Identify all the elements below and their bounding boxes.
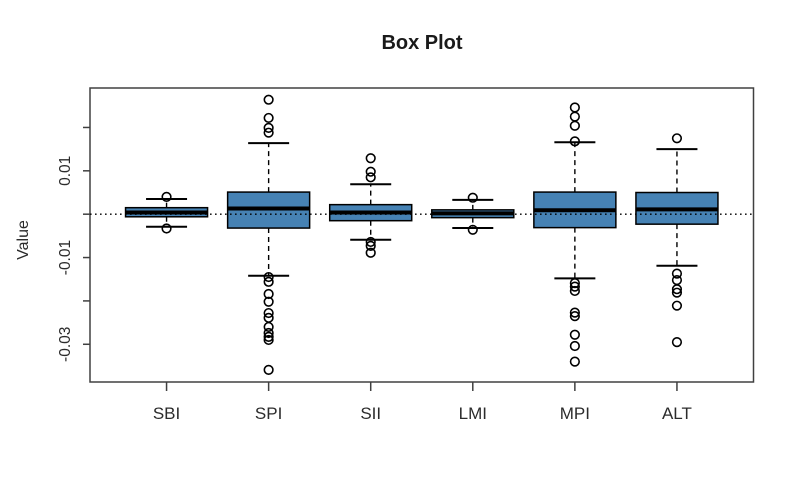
box-sii-outlier <box>365 166 376 177</box>
box-spi-outlier <box>263 307 274 319</box>
x-tick-label-lmi: LMI <box>459 404 487 423</box>
box-alt-outlier <box>671 268 683 279</box>
box-mpi-outlier <box>569 310 580 322</box>
box-spi-outlier <box>263 334 274 346</box>
box-sii-outlier <box>365 247 376 258</box>
box-mpi-outlier <box>569 285 580 297</box>
x-tick-label-spi: SPI <box>255 404 282 423</box>
box-spi-outlier <box>263 112 274 124</box>
box-spi-outlier <box>263 331 274 343</box>
x-tick-label-mpi: MPI <box>560 404 590 423</box>
box-spi-outlier <box>263 296 274 307</box>
box-alt-outlier <box>671 284 683 295</box>
box-alt-outlier <box>671 274 683 286</box>
box-sbi-outlier <box>161 191 172 202</box>
box-mpi-outlier <box>569 102 580 113</box>
plot-border <box>89 87 755 383</box>
box-mpi-outlier <box>569 281 580 292</box>
box-spi-outlier <box>263 122 274 133</box>
box-spi-outlier <box>263 94 274 105</box>
box-mpi-outlier <box>569 340 580 352</box>
box-mpi-outlier <box>569 111 580 122</box>
box-spi-outlier <box>263 271 274 283</box>
y-tick-label: -0.03 <box>57 327 74 362</box>
x-tick-label-sbi: SBI <box>153 404 180 423</box>
box-mpi-outlier <box>569 120 580 131</box>
box-spi-outlier <box>263 276 274 287</box>
chart-title: Box Plot <box>381 32 463 54</box>
box-spi-outlier <box>263 321 274 333</box>
box-alt-outlier <box>671 133 683 144</box>
y-tick-label: 0.01 <box>57 156 74 186</box>
box-mpi-outlier <box>569 136 580 147</box>
x-tick-label-alt: ALT <box>662 404 692 423</box>
x-tick-label-sii: SII <box>360 404 381 423</box>
box-spi-outlier <box>263 364 274 375</box>
box-sii-outlier <box>365 153 376 164</box>
box-alt-outlier <box>671 300 683 311</box>
box-alt-outlier <box>671 287 683 298</box>
box-alt-outlier <box>671 337 683 348</box>
box-mpi-outlier <box>569 307 580 318</box>
box-lmi-outlier <box>467 224 478 235</box>
box-sbi-outlier <box>161 223 172 234</box>
box-sii-outlier <box>365 236 376 248</box>
box-lmi-outlier <box>467 192 478 203</box>
y-tick-label: -0.01 <box>57 240 74 275</box>
box-mpi-outlier <box>569 356 580 367</box>
box-sii-outlier <box>365 240 376 251</box>
box-mpi-outlier <box>569 329 580 340</box>
box-spi-outlier <box>263 327 274 339</box>
box-sii-outlier <box>365 172 376 183</box>
box-spi-outlier <box>263 127 274 138</box>
